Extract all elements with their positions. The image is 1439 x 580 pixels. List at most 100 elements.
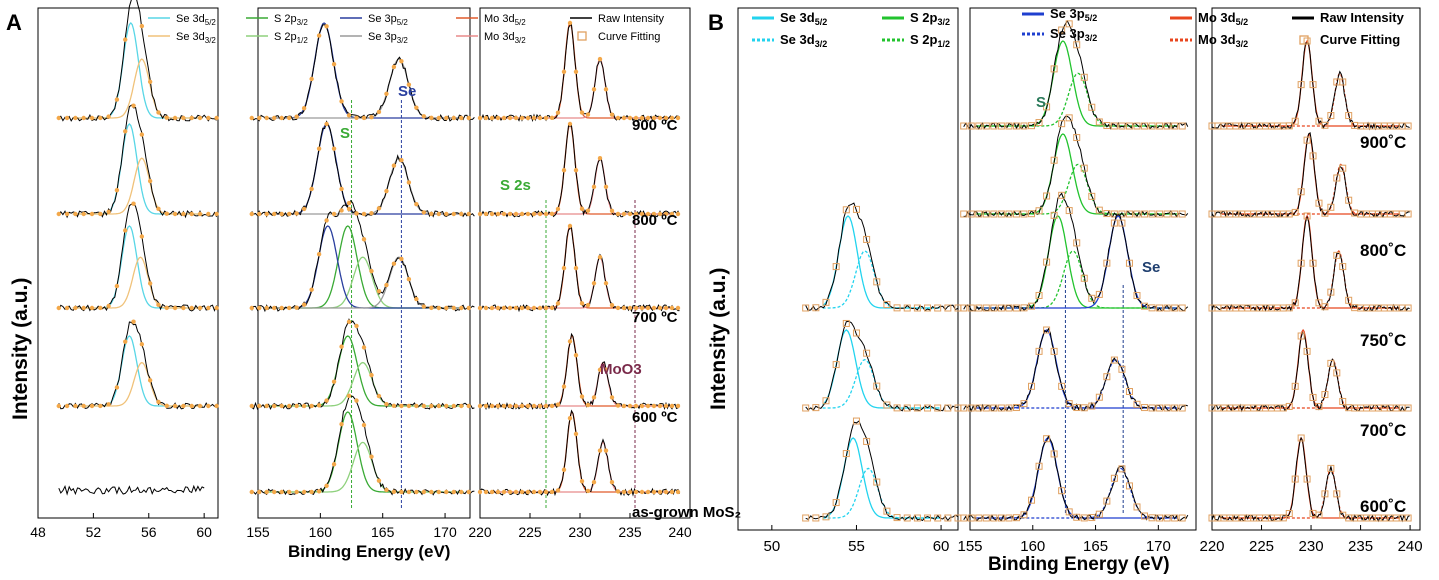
curve-fit-marker xyxy=(81,403,86,409)
curve-fit-marker xyxy=(189,211,194,217)
curve-fit-marker xyxy=(197,211,203,217)
curve-fit-marker xyxy=(429,489,434,495)
curve-fit-marker xyxy=(549,403,555,409)
curve-fit-marker xyxy=(1339,164,1347,172)
curve-fit-marker xyxy=(873,278,881,286)
curve-fit-marker xyxy=(98,305,103,311)
curve-fit-marker xyxy=(1050,450,1058,458)
curve-fit-marker xyxy=(89,211,95,217)
curve-fit-marker xyxy=(1020,511,1028,519)
curve-fit-marker xyxy=(1171,514,1179,522)
curve-fit-marker xyxy=(525,489,531,495)
curve-fit-marker xyxy=(513,489,519,495)
curve-fit-marker xyxy=(64,305,70,311)
curve-fit-marker xyxy=(555,206,561,212)
curve-fit-marker xyxy=(1297,332,1305,340)
legend-label: Se 3p3/2 xyxy=(368,31,408,45)
curve-fit-marker xyxy=(1088,103,1096,111)
curve-fit-marker xyxy=(561,384,567,389)
curve-fit-marker xyxy=(1285,510,1293,518)
curve-fit-marker xyxy=(615,305,621,311)
curve-fit-marker xyxy=(1171,210,1179,218)
curve-fit-marker xyxy=(399,58,404,64)
curve-fit-marker xyxy=(1291,117,1299,125)
legend-subscript: 5/2 xyxy=(815,17,828,27)
axes-frames xyxy=(37,7,1421,531)
curve-fit-marker xyxy=(1315,511,1323,519)
curve-fit-marker xyxy=(114,385,120,390)
curve-fit-marker xyxy=(206,115,211,121)
axes-frame-a-1 xyxy=(257,7,471,519)
annotation-label: S xyxy=(1036,94,1046,111)
curve-fit-marker xyxy=(633,403,639,409)
curve-fit-marker xyxy=(863,235,871,243)
curve-fit-marker xyxy=(567,121,573,127)
curve-fit-marker xyxy=(802,304,810,312)
curve-fit-marker xyxy=(1315,199,1323,207)
curve-fit-marker xyxy=(669,115,675,121)
curve-fit-marker xyxy=(89,403,95,409)
curve-fit-marker xyxy=(997,122,1005,130)
tick-label: 230 xyxy=(1299,538,1324,555)
curve-fit-marker xyxy=(1339,397,1347,405)
legend-label: Se 3p5/2 xyxy=(1050,6,1097,23)
curve-fit-marker xyxy=(627,403,633,409)
curve-fit-marker xyxy=(883,300,891,308)
curve-fit-marker xyxy=(421,304,427,309)
tick-label: 55 xyxy=(848,538,865,555)
curve-fit-marker xyxy=(863,437,871,445)
curve-fit-marker xyxy=(1012,514,1020,522)
legend-label: Se 3p3/2 xyxy=(1050,26,1097,43)
curve-fit-marker xyxy=(573,167,579,173)
curve-fit-marker xyxy=(555,402,561,407)
curve-fit-marker xyxy=(489,115,495,121)
curve-fit-marker xyxy=(645,403,651,409)
curve-fit-marker xyxy=(316,403,322,408)
curve-fit-marker xyxy=(924,404,932,412)
curve-fit-marker xyxy=(579,206,585,212)
curve-fit-marker xyxy=(609,208,615,214)
curve-fit-marker xyxy=(1309,259,1317,267)
curve-fit-marker xyxy=(414,296,419,302)
curve-fit-marker xyxy=(663,115,669,121)
curve-fit-marker xyxy=(264,489,269,495)
curve-fit-marker xyxy=(944,304,952,312)
curve-fit-marker xyxy=(369,454,374,459)
curve-fit-marker xyxy=(495,305,501,311)
curve-fit-marker xyxy=(1028,122,1036,130)
row-label: 900˚C xyxy=(1360,133,1406,152)
curve-fit-marker xyxy=(384,282,389,288)
curve-fit-marker xyxy=(585,302,591,308)
curve-fit-marker xyxy=(294,305,299,310)
curve-fit-marker xyxy=(331,379,337,384)
curve-fit-marker xyxy=(1333,174,1341,182)
curve-fit-marker xyxy=(669,489,675,495)
curve-fit-marker xyxy=(414,403,419,409)
tick-label: 56 xyxy=(141,524,157,540)
curve-fit-marker xyxy=(1178,514,1186,522)
curve-fit-marker xyxy=(573,431,579,437)
curve-fit-marker xyxy=(391,489,397,495)
curve-fit-marker xyxy=(657,211,663,217)
curve-fit-marker xyxy=(1303,136,1311,144)
legend-subscript: 1/2 xyxy=(937,39,950,49)
curve-fit-marker xyxy=(369,115,374,120)
curve-fit-marker xyxy=(1005,304,1013,312)
legend-a: Se 3d5/2 Se 3d3/2 S 2p3/2 S 2p1/2 Se 3p5/2 Se… xyxy=(148,13,665,45)
curve-fit-marker xyxy=(1141,512,1149,520)
curve-fit-marker xyxy=(1125,482,1133,490)
component-line xyxy=(976,250,1178,309)
curve-fit-marker xyxy=(301,302,307,307)
curve-fit-marker xyxy=(406,277,412,282)
curve-fit-marker xyxy=(56,211,61,217)
curve-fit-marker xyxy=(466,305,471,311)
curve-fit-marker xyxy=(982,404,990,412)
curve-fit-marker xyxy=(543,489,549,495)
curve-fit-marker xyxy=(399,157,404,163)
curve-fit-marker xyxy=(621,211,627,217)
curve-fit-marker xyxy=(1073,404,1081,412)
spectra xyxy=(56,0,1412,523)
curve-fit-marker xyxy=(1035,119,1043,127)
curve-fit-marker xyxy=(1005,122,1013,130)
curve-fit-marker xyxy=(990,404,998,412)
